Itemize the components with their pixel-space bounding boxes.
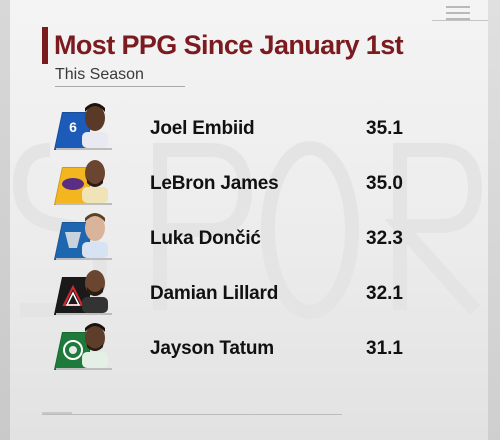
- list-item: 6 Joel Embiid 35.1: [0, 100, 500, 155]
- mavericks-logo-mark-icon: [65, 232, 81, 248]
- list-item: Jayson Tatum 31.1: [0, 320, 500, 375]
- player-name: Joel Embiid: [150, 118, 255, 139]
- title-accent-bar: [42, 27, 48, 64]
- list-item: Damian Lillard 32.1: [0, 265, 500, 320]
- player-name: Luka Dončić: [150, 228, 261, 249]
- lakers-logo-mark-icon: [62, 178, 84, 190]
- right-frame-edge: [488, 0, 500, 440]
- left-frame-edge: [0, 0, 10, 440]
- list-item: Luka Dončić 32.3: [0, 210, 500, 265]
- row-divider: [56, 258, 112, 260]
- player-ppg: 31.1: [366, 338, 403, 359]
- bottom-divider: [42, 414, 342, 415]
- logo-text: 6: [69, 119, 77, 135]
- row-divider: [56, 203, 112, 205]
- player-name: Jayson Tatum: [150, 338, 274, 359]
- page-subtitle: This Season: [55, 66, 144, 83]
- page-title: Most PPG Since January 1st: [54, 30, 404, 60]
- player-headshot-icon: [82, 323, 108, 368]
- player-ppg: 32.1: [366, 283, 403, 304]
- top-divider: [432, 20, 488, 21]
- celtics-logo-mark-icon: [63, 340, 83, 360]
- row-divider: [56, 313, 112, 315]
- player-ppg: 35.0: [366, 173, 403, 194]
- background-watermark: [12, 141, 483, 319]
- player-headshot-icon: [82, 103, 108, 148]
- blazers-logo-mark-icon: [62, 284, 84, 306]
- player-ppg: 32.3: [366, 228, 403, 249]
- menu-icon[interactable]: [446, 6, 470, 20]
- list-item: LeBron James 35.0: [0, 155, 500, 210]
- player-ppg: 35.1: [366, 118, 403, 139]
- subtitle-divider: [55, 86, 185, 87]
- player-name: Damian Lillard: [150, 283, 279, 304]
- row-divider: [56, 368, 112, 370]
- player-headshot-icon: [82, 213, 108, 258]
- player-headshot-icon: [82, 270, 108, 313]
- row-divider: [56, 148, 112, 150]
- bottom-accent: [42, 412, 72, 415]
- player-headshot-icon: [82, 160, 108, 203]
- player-name: LeBron James: [150, 173, 279, 194]
